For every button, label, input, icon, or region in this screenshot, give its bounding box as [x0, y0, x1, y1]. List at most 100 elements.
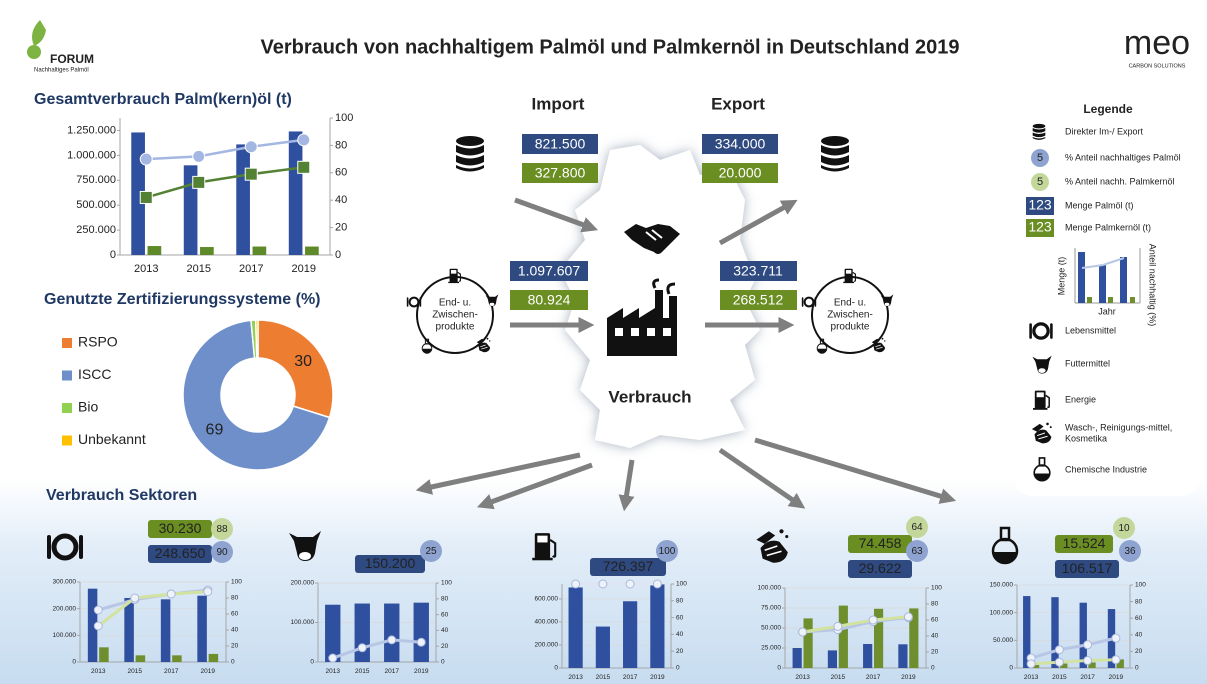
bar [909, 608, 919, 668]
axis-label: Jahr [1098, 306, 1116, 316]
value-label: 726.397 [603, 558, 654, 574]
flow-value: 268.512 [733, 292, 784, 308]
slice-label: 69 [206, 421, 224, 438]
share-badge [211, 541, 233, 563]
x-tick-label: 2013 [795, 674, 810, 681]
y2-tick-label: 40 [931, 633, 939, 640]
value-box [702, 134, 778, 154]
flow-label: Import [532, 94, 585, 113]
marker [625, 579, 635, 589]
y2-tick-label: 0 [1135, 665, 1139, 672]
share-label: 10 [1118, 523, 1130, 534]
value-box [522, 163, 598, 183]
bar [99, 647, 109, 662]
y-tick-label: 150.000 [990, 582, 1014, 589]
x-tick-label: 2015 [355, 668, 370, 675]
cycle-label: Zwischen- [827, 310, 873, 321]
bar [1116, 659, 1124, 668]
value-badge [590, 558, 666, 576]
y-tick-label: 50.000 [761, 625, 781, 632]
marker [93, 605, 103, 615]
marker [244, 167, 258, 181]
share-label: 25 [425, 546, 437, 557]
marker [357, 643, 367, 653]
value-badge [148, 545, 212, 563]
y2-tick-label: 0 [931, 665, 935, 672]
bar [252, 246, 267, 255]
y-tick-label: 0 [110, 249, 116, 261]
x-tick-label: 2019 [201, 668, 216, 675]
y2-tick-label: 100 [441, 580, 452, 587]
y-tick-label: 100.000 [758, 585, 782, 592]
share-label: 36 [1124, 546, 1136, 557]
bar [208, 653, 219, 662]
marker [192, 149, 206, 163]
axis-label: Menge (t) [1056, 257, 1066, 296]
x-tick-label: 2017 [385, 668, 400, 675]
logo-subtext: CARBON SOLUTIONS [1129, 63, 1186, 69]
marker [1083, 640, 1093, 650]
value-box [702, 163, 778, 183]
bar [384, 603, 400, 662]
x-tick-label: 2013 [568, 674, 583, 681]
marker [798, 627, 808, 637]
x-tick-label: 2019 [901, 674, 916, 681]
marker [192, 175, 206, 189]
legend-label: Chemische Industrie [1065, 464, 1147, 474]
marker [1054, 645, 1064, 655]
bar [160, 599, 171, 662]
y-tick-label: 250.000 [76, 224, 116, 236]
y2-tick-label: 20 [1135, 648, 1143, 655]
legend-label: RSPO [78, 334, 118, 350]
y-tick-label: 75.000 [761, 605, 781, 612]
value-label: 74.458 [859, 535, 902, 551]
flow-value: 334.000 [715, 136, 766, 152]
logo-left: FORUM Nachhaltiges Palmöl [27, 20, 94, 74]
legend-label: Bio [78, 399, 98, 415]
line [1030, 636, 1117, 660]
y2-tick-label: 100 [676, 581, 687, 588]
y-tick-label: 0 [72, 659, 76, 666]
value-box [522, 134, 598, 154]
bar [124, 598, 134, 662]
legend-label: Direkter Im-/ Export [1065, 126, 1144, 136]
flow-value: 323.711 [733, 263, 783, 279]
x-tick-label: 2013 [1024, 674, 1039, 681]
marker [1111, 633, 1121, 643]
y2-tick-label: 100 [1135, 582, 1146, 589]
x-tick-label: 2019 [292, 263, 316, 275]
marker [93, 621, 103, 631]
x-tick-label: 2019 [650, 674, 665, 681]
share-label: 100 [659, 546, 676, 557]
marker [130, 593, 140, 603]
cycle-label: produkte [831, 322, 870, 333]
y2-tick-label: 80 [1135, 598, 1143, 605]
y-tick-label: 750.000 [76, 174, 116, 186]
bar [354, 603, 370, 662]
legend-symbol: 123 [1028, 219, 1052, 235]
legend-swatch [62, 370, 72, 381]
share-badge [1113, 517, 1135, 539]
pie-slice [182, 319, 331, 471]
marker [244, 140, 258, 154]
marker [1083, 656, 1093, 666]
y-tick-label: 200.000 [535, 642, 559, 649]
legend-symbol: 5 [1037, 152, 1043, 164]
bar [827, 650, 838, 668]
y2-tick-label: 40 [335, 194, 347, 206]
value-label: 29.622 [859, 560, 902, 576]
share-label: 64 [911, 522, 923, 533]
cycle-label: Zwischen- [432, 310, 478, 321]
y2-tick-label: 80 [231, 595, 239, 602]
value-box [510, 261, 588, 281]
legend-symbol: 5 [1037, 176, 1043, 188]
section-title: Verbrauch Sektoren [46, 487, 197, 504]
bar [792, 648, 802, 668]
pie-slice [254, 319, 259, 359]
y2-tick-label: 60 [441, 611, 449, 618]
bar [595, 626, 610, 668]
line [145, 166, 304, 199]
y2-tick-label: 0 [441, 659, 445, 666]
value-badge [355, 555, 425, 573]
